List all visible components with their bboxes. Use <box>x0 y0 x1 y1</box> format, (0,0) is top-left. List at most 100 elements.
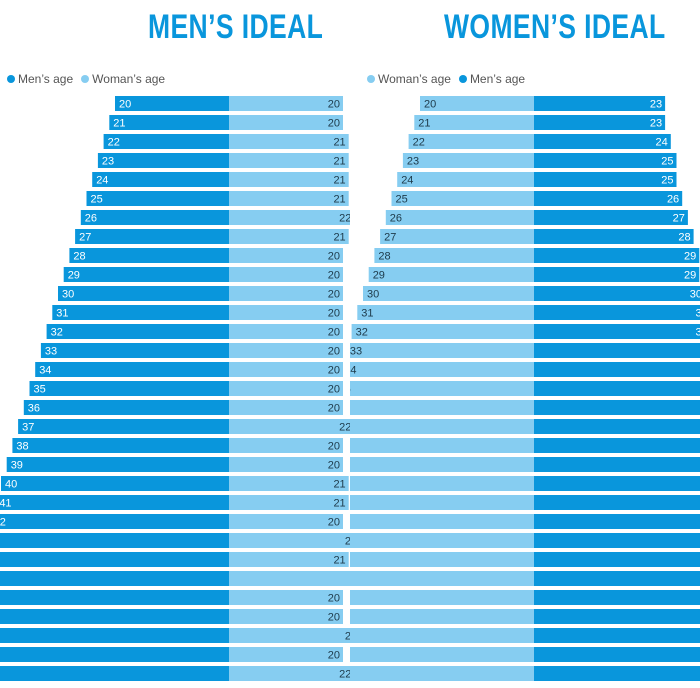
mens-age-bar <box>6 457 230 472</box>
womans-age-bar <box>363 286 534 301</box>
womans-age-bar <box>350 628 534 643</box>
womans-age-bar <box>229 305 343 320</box>
womans-age-data-label: 22 <box>413 137 425 149</box>
mens-age-bar <box>534 172 677 187</box>
womans-age-bar <box>229 248 343 263</box>
mens-age-data-label: 35 <box>34 384 46 396</box>
womans-age-bar <box>350 552 534 567</box>
mens-age-bar <box>534 115 666 130</box>
womans-age-data-label: 29 <box>373 270 385 282</box>
womans-age-bar <box>229 115 343 130</box>
mens-age-data-label: 41 <box>0 498 12 510</box>
legend-swatch-mens-age <box>458 75 467 83</box>
mens-age-bar <box>534 419 700 434</box>
legend-swatch-womans-age <box>81 75 90 83</box>
mens-age-bar <box>534 590 700 605</box>
mens-age-data-label: 31 <box>56 308 68 320</box>
womans-age-bar <box>229 514 343 529</box>
mens-age-bar <box>92 172 229 187</box>
womans-age-data-label: 20 <box>328 346 340 358</box>
mens-age-bar <box>534 533 700 548</box>
mens-age-bar <box>0 495 229 510</box>
legend-swatch-mens-age <box>7 75 15 83</box>
mens-age-bar <box>534 324 700 339</box>
womans-age-data-label: 21 <box>418 118 430 130</box>
womans-age-data-label: 20 <box>328 460 340 472</box>
womans-age-data-label: 30 <box>367 289 379 301</box>
womans-age-data-label: 22 <box>339 213 350 225</box>
womans-age-data-label: 20 <box>328 365 340 377</box>
mens-age-bar <box>115 96 229 111</box>
chart-title-womens-ideal: WOMEN’S IDEAL <box>444 8 666 46</box>
mens-age-bar <box>534 438 700 453</box>
legend-womens-ideal: Woman’s age Men’s age <box>367 72 525 86</box>
womans-age-data-label: 20 <box>328 384 340 396</box>
mens-age-bar <box>534 571 700 586</box>
legend-item-womans-age: Woman’s age <box>81 72 165 86</box>
mens-age-data-label: 28 <box>678 232 690 244</box>
womans-age-bar <box>350 514 534 529</box>
mens-age-bar <box>23 400 229 415</box>
womans-age-bar <box>350 571 534 586</box>
womans-age-data-label: 26 <box>390 213 402 225</box>
womans-age-bar <box>229 191 349 206</box>
mens-age-bar <box>52 305 229 320</box>
womans-age-bar <box>229 153 349 168</box>
womans-age-data-label: 20 <box>328 270 340 282</box>
womans-age-bar <box>229 457 343 472</box>
womans-age-data-label: 20 <box>328 308 340 320</box>
womans-age-bar <box>229 533 350 548</box>
mens-age-bar <box>35 362 230 377</box>
womans-age-bar <box>350 609 534 624</box>
mens-age-bar <box>534 495 700 510</box>
chart-title-mens-ideal: MEN’S IDEAL <box>148 8 324 46</box>
womans-age-bar <box>350 343 534 358</box>
womans-age-data-label: 20 <box>328 118 340 130</box>
womans-age-data-label: 23 <box>345 536 350 548</box>
mens-age-data-label: 40 <box>5 479 17 491</box>
womans-age-bar <box>229 229 349 244</box>
womans-age-bar <box>397 172 534 187</box>
womans-age-data-label: 21 <box>333 194 345 206</box>
legend-label-mens-age: Men’s age <box>18 72 74 86</box>
womans-age-data-label: 21 <box>333 479 345 491</box>
womans-age-bar <box>385 210 534 225</box>
mens-age-bar <box>534 552 700 567</box>
womans-age-bar <box>229 286 343 301</box>
womans-age-data-label: 21 <box>333 555 345 567</box>
womans-age-data-label: 21 <box>333 137 345 149</box>
mens-age-data-label: 29 <box>684 251 696 263</box>
mens-age-bar <box>40 343 230 358</box>
mens-age-bar <box>534 248 700 263</box>
mens-age-bar <box>29 381 229 396</box>
mens-age-data-label: 30 <box>62 289 74 301</box>
mens-age-bar <box>534 267 700 282</box>
legend-label-womans-age: Woman’s age <box>378 72 451 86</box>
womans-age-data-label: 22 <box>339 422 350 434</box>
mens-age-data-label: 37 <box>22 422 34 434</box>
womans-age-bar <box>229 96 343 111</box>
womans-age-bar <box>229 400 343 415</box>
mens-age-data-label: 42 <box>0 517 6 529</box>
mens-age-bar <box>534 476 700 491</box>
womans-age-bar <box>229 628 350 643</box>
mens-age-data-label: 21 <box>113 118 125 130</box>
mens-age-bar <box>97 153 230 168</box>
womans-age-bar <box>229 552 349 567</box>
mens-age-bar <box>0 590 230 605</box>
mens-age-data-label: 25 <box>661 156 673 168</box>
mens-age-bar <box>534 514 700 529</box>
womans-age-data-label: 24 <box>401 175 413 187</box>
womans-age-data-label: 32 <box>356 327 368 339</box>
mens-age-bar <box>0 552 230 567</box>
mens-age-bar <box>75 229 229 244</box>
womans-age-data-label: 20 <box>328 593 340 605</box>
womans-age-bar <box>350 362 534 377</box>
womans-age-bar <box>229 324 343 339</box>
womans-age-bar <box>350 647 534 662</box>
womans-age-data-label: 20 <box>424 99 436 111</box>
womans-age-bar <box>350 438 534 453</box>
mens-age-bar <box>0 647 229 662</box>
mens-age-data-label: 27 <box>673 213 685 225</box>
womans-age-bar <box>350 457 534 472</box>
